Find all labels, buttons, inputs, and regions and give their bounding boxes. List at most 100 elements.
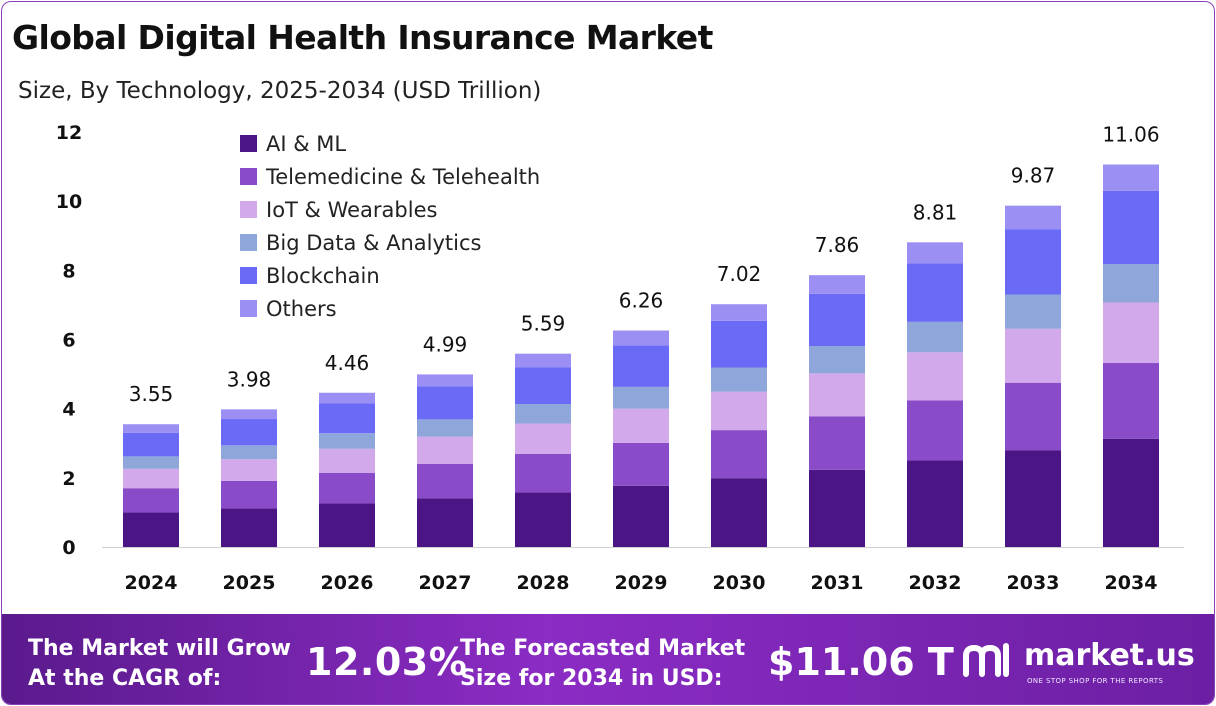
bar-total-label: 7.86 bbox=[815, 233, 860, 257]
bar-total-label: 3.55 bbox=[129, 382, 174, 406]
forecast-size-label: The Forecasted Market Size for 2034 in U… bbox=[460, 634, 745, 694]
legend-swatch bbox=[240, 201, 257, 218]
bar-segment bbox=[515, 453, 571, 493]
bar-segment bbox=[1005, 205, 1061, 230]
bar-segment bbox=[907, 242, 963, 264]
legend-swatch bbox=[240, 234, 257, 251]
bar-segment bbox=[515, 367, 571, 405]
bar-segment bbox=[123, 468, 179, 489]
bar-segment bbox=[613, 442, 669, 486]
bar-segment bbox=[1005, 328, 1061, 383]
legend-swatch bbox=[240, 267, 257, 284]
bar-segment bbox=[809, 373, 865, 417]
bar-segment bbox=[1103, 264, 1159, 303]
bar-segment bbox=[221, 459, 277, 481]
bar-segment bbox=[711, 478, 767, 547]
legend-label: IoT & Wearables bbox=[266, 198, 437, 222]
cagr-label-line-1: The Market will Grow bbox=[28, 636, 291, 661]
bar-segment bbox=[417, 436, 473, 464]
x-tick-label: 2034 bbox=[1105, 572, 1158, 594]
bar-segment bbox=[123, 512, 179, 547]
bar-segment bbox=[319, 448, 375, 473]
forecast-size-value: $11.06 T bbox=[768, 640, 954, 684]
bar-segment bbox=[613, 408, 669, 443]
chart-subtitle: Size, By Technology, 2025-2034 (USD Tril… bbox=[18, 78, 542, 104]
forecast-size-label-line-2: Size for 2034 in USD: bbox=[460, 666, 723, 691]
brand-name: market.us bbox=[1024, 638, 1195, 673]
bar-segment bbox=[613, 485, 669, 547]
bar-segment bbox=[319, 472, 375, 504]
bar-segment bbox=[1005, 450, 1061, 547]
bar-segment bbox=[417, 419, 473, 437]
x-tick-label: 2027 bbox=[419, 572, 472, 594]
bar-segment bbox=[711, 430, 767, 479]
cagr-label: The Market will Grow At the CAGR of: bbox=[28, 634, 291, 694]
bar-segment bbox=[711, 391, 767, 431]
y-tick-label: 6 bbox=[62, 330, 75, 352]
x-tick-label: 2029 bbox=[615, 572, 668, 594]
bar-segment bbox=[221, 409, 277, 420]
legend-swatch bbox=[240, 168, 257, 185]
market-us-logo-icon bbox=[963, 643, 1009, 677]
bar-segment bbox=[907, 263, 963, 322]
y-tick-label: 10 bbox=[56, 191, 82, 213]
bar-segment bbox=[1005, 382, 1061, 451]
bar-total-label: 3.98 bbox=[227, 367, 272, 391]
legend-swatch bbox=[240, 300, 257, 317]
bar-segment bbox=[613, 330, 669, 346]
x-tick-label: 2024 bbox=[125, 572, 178, 594]
bar-segment bbox=[123, 432, 179, 457]
bar-segment bbox=[1103, 190, 1159, 265]
bar-segment bbox=[417, 386, 473, 420]
bar-segment bbox=[123, 424, 179, 433]
bar-segment bbox=[711, 320, 767, 368]
bar-segment bbox=[809, 469, 865, 547]
bar-segment bbox=[613, 386, 669, 409]
bar-segment bbox=[123, 456, 179, 469]
legend-label: Others bbox=[266, 297, 337, 321]
y-tick-label: 4 bbox=[62, 399, 75, 421]
bar-total-label: 8.81 bbox=[913, 200, 958, 224]
bar-segment bbox=[515, 423, 571, 454]
bar-segment bbox=[907, 460, 963, 547]
bar-segment bbox=[319, 392, 375, 404]
bar-segment bbox=[809, 346, 865, 374]
legend-label: Big Data & Analytics bbox=[266, 231, 481, 255]
x-tick-label: 2033 bbox=[1007, 572, 1060, 594]
bar-segment bbox=[1103, 438, 1159, 547]
stacked-bar-chart: 0 2 4 6 8 10 12 3.55 2024 3.98 2025 4.46 2026 4.99 202… bbox=[56, 122, 1184, 594]
bar-segment bbox=[319, 433, 375, 449]
brand-tagline: ONE STOP SHOP FOR THE REPORTS bbox=[1027, 677, 1164, 685]
summary-footer: The Market will Grow At the CAGR of: 12.… bbox=[2, 614, 1214, 704]
bar-segment bbox=[1103, 363, 1159, 439]
y-tick-label: 8 bbox=[62, 260, 75, 282]
bar-segment bbox=[515, 404, 571, 424]
bar-total-label: 4.99 bbox=[423, 332, 468, 356]
x-tick-label: 2025 bbox=[223, 572, 276, 594]
bar-segment bbox=[221, 480, 277, 509]
legend-label: AI & ML bbox=[266, 132, 346, 156]
bar-segment bbox=[319, 503, 375, 547]
bar-segment bbox=[123, 488, 179, 513]
bar-segment bbox=[417, 464, 473, 499]
bar-segment bbox=[221, 419, 277, 446]
legend-label: Blockchain bbox=[266, 264, 380, 288]
bar-total-label: 6.26 bbox=[619, 289, 664, 313]
bar-segment bbox=[1103, 302, 1159, 364]
bar-total-label: 11.06 bbox=[1102, 123, 1159, 147]
bar-segment bbox=[515, 353, 571, 368]
bar-segment bbox=[221, 508, 277, 547]
x-tick-label: 2028 bbox=[517, 572, 570, 594]
legend-swatch bbox=[240, 135, 257, 152]
x-tick-label: 2026 bbox=[321, 572, 374, 594]
bar-total-label: 5.59 bbox=[521, 312, 566, 336]
y-tick-label: 12 bbox=[56, 122, 82, 144]
x-tick-label: 2030 bbox=[713, 572, 766, 594]
bar-segment bbox=[1005, 294, 1061, 329]
y-tick-label: 2 bbox=[62, 468, 75, 490]
bar-segment bbox=[613, 345, 669, 387]
bar-segment bbox=[809, 416, 865, 470]
bar-segment bbox=[417, 498, 473, 547]
bar-segment bbox=[1103, 164, 1159, 191]
